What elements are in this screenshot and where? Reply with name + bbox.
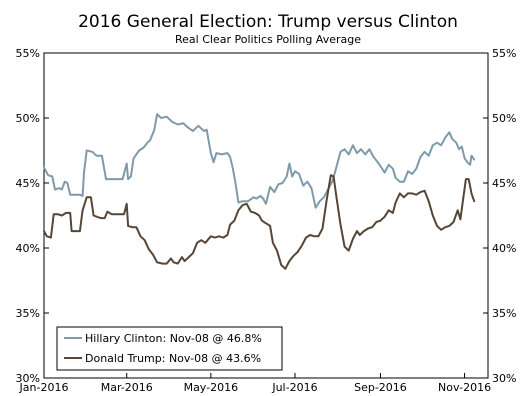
y-tick-label-right: 35% [492, 307, 516, 320]
x-tick-label: Jan-2016 [19, 381, 69, 394]
y-tick-label-right: 40% [492, 242, 516, 255]
chart-subtitle: Real Clear Politics Polling Average [175, 33, 361, 46]
chart-title: 2016 General Election: Trump versus Clin… [78, 12, 458, 32]
y-tick-label-left: 30% [16, 372, 40, 385]
y-tick-label-left: 40% [16, 242, 40, 255]
plot-area-frame [43, 52, 489, 379]
y-axis-right: 30% 35% 40% 45% 50% 55% [483, 47, 516, 385]
y-tick-label-left: 45% [16, 177, 40, 190]
series-lines [43, 113, 476, 270]
y-tick-label-left: 35% [16, 307, 40, 320]
x-tick-label: Jul-2016 [271, 381, 317, 394]
legend-box [56, 326, 283, 371]
y-tick-label-right: 50% [492, 112, 516, 125]
x-tick-label: Mar-2016 [101, 381, 153, 394]
legend: Hillary Clinton: Nov-08 @ 46.8% Donald Tr… [56, 326, 283, 371]
y-tick-label-right: 30% [492, 372, 516, 385]
y-axis-left: 30% 35% 40% 45% 50% 55% [16, 47, 49, 385]
series-line-trump [43, 174, 476, 270]
x-axis: Jan-2016 Mar-2016 May-2016 Jul-2016 Sep-2016… [19, 373, 491, 394]
y-tick-label-left: 55% [16, 47, 40, 60]
legend-entry: Hillary Clinton: Nov-08 @ 46.8% [85, 332, 262, 345]
series-line-clinton [43, 113, 476, 209]
y-tick-label-left: 50% [16, 112, 40, 125]
y-tick-label-right: 45% [492, 177, 516, 190]
legend-entry: Donald Trump: Nov-08 @ 43.6% [85, 352, 261, 365]
x-tick-label: May-2016 [184, 381, 239, 394]
y-tick-label-right: 55% [492, 47, 516, 60]
x-tick-label: Sep-2016 [354, 381, 407, 394]
x-tick-label: Nov-2016 [438, 381, 491, 394]
